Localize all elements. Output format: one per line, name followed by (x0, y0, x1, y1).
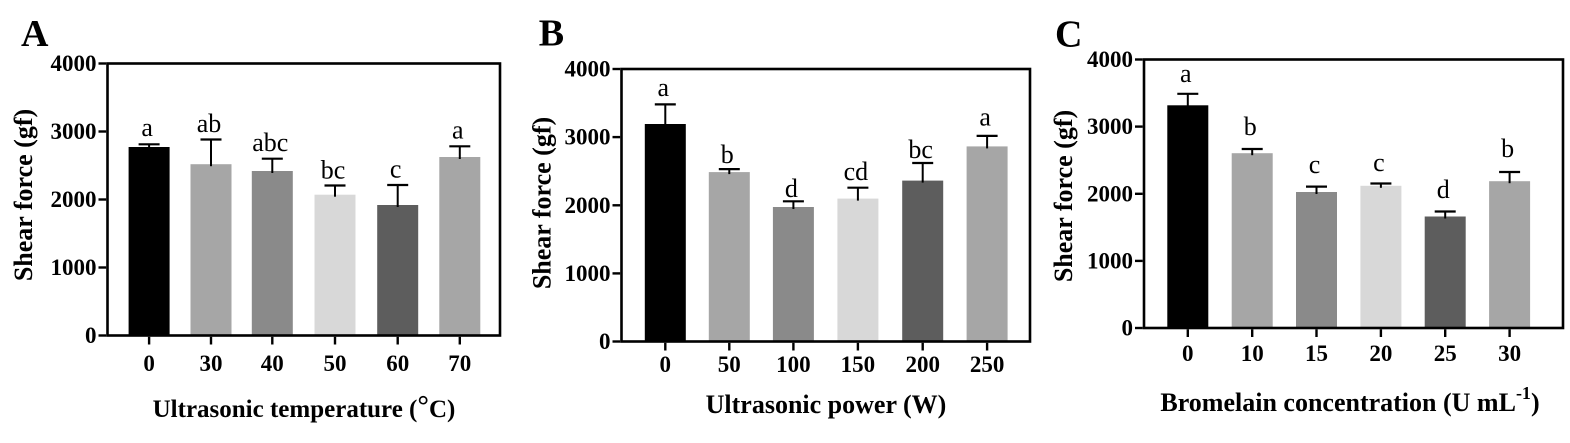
svg-text:abc: abc (252, 128, 288, 157)
svg-text:10: 10 (1241, 341, 1264, 366)
svg-text:150: 150 (841, 352, 876, 377)
svg-text:1000: 1000 (51, 255, 97, 280)
svg-text:Bromelain concentration (U mL-: Bromelain concentration (U mL-1) (1160, 383, 1539, 417)
svg-text:B: B (539, 13, 564, 55)
svg-text:0: 0 (143, 351, 155, 376)
svg-text:a: a (979, 103, 991, 132)
svg-text:50: 50 (324, 351, 347, 376)
svg-text:bc: bc (321, 156, 346, 185)
svg-text:C: C (1055, 14, 1082, 56)
svg-text:60: 60 (386, 351, 409, 376)
svg-text:3000: 3000 (565, 125, 611, 150)
svg-text:a: a (1180, 59, 1192, 88)
svg-text:2000: 2000 (51, 187, 97, 212)
svg-text:b: b (1244, 112, 1257, 141)
svg-text:Ultrasonic power (W): Ultrasonic power (W) (706, 390, 947, 419)
svg-text:bc: bc (908, 135, 933, 164)
svg-text:Shear force (gf): Shear force (gf) (1049, 110, 1078, 282)
svg-text:a: a (141, 113, 153, 142)
svg-text:a: a (452, 116, 464, 145)
svg-text:Ultrasonic temperature (°C): Ultrasonic temperature (°C) (153, 390, 456, 423)
svg-text:100: 100 (776, 352, 811, 377)
svg-text:15: 15 (1305, 341, 1328, 366)
svg-text:3000: 3000 (51, 119, 97, 144)
svg-text:25: 25 (1434, 341, 1457, 366)
svg-text:Shear force (gf): Shear force (gf) (9, 109, 38, 281)
svg-text:4000: 4000 (51, 51, 97, 76)
svg-text:d: d (1437, 175, 1450, 204)
svg-text:3000: 3000 (1087, 114, 1133, 139)
svg-text:0: 0 (1122, 316, 1134, 341)
svg-text:2000: 2000 (565, 193, 611, 218)
svg-text:1000: 1000 (565, 261, 611, 286)
svg-text:0: 0 (599, 329, 611, 354)
svg-text:0: 0 (1182, 341, 1194, 366)
svg-text:a: a (658, 73, 670, 102)
svg-text:30: 30 (200, 351, 223, 376)
svg-text:c: c (390, 155, 402, 184)
svg-text:30: 30 (1498, 341, 1521, 366)
svg-text:200: 200 (905, 352, 940, 377)
svg-text:4000: 4000 (1087, 47, 1133, 72)
svg-text:250: 250 (970, 352, 1005, 377)
svg-text:d: d (785, 174, 798, 203)
svg-text:70: 70 (448, 351, 471, 376)
svg-text:50: 50 (718, 352, 741, 377)
svg-text:0: 0 (660, 352, 672, 377)
svg-text:b: b (1501, 134, 1514, 163)
svg-text:Shear force (gf): Shear force (gf) (528, 117, 557, 289)
svg-text:ab: ab (197, 109, 222, 138)
svg-text:c: c (1373, 148, 1385, 177)
svg-text:1000: 1000 (1087, 248, 1133, 273)
svg-text:0: 0 (85, 323, 97, 348)
svg-text:20: 20 (1369, 341, 1392, 366)
svg-text:cd: cd (844, 157, 869, 186)
svg-text:4000: 4000 (565, 57, 611, 82)
svg-text:40: 40 (261, 351, 284, 376)
svg-text:A: A (21, 13, 49, 55)
svg-text:2000: 2000 (1087, 181, 1133, 206)
svg-text:b: b (721, 140, 734, 169)
svg-text:c: c (1309, 150, 1321, 179)
